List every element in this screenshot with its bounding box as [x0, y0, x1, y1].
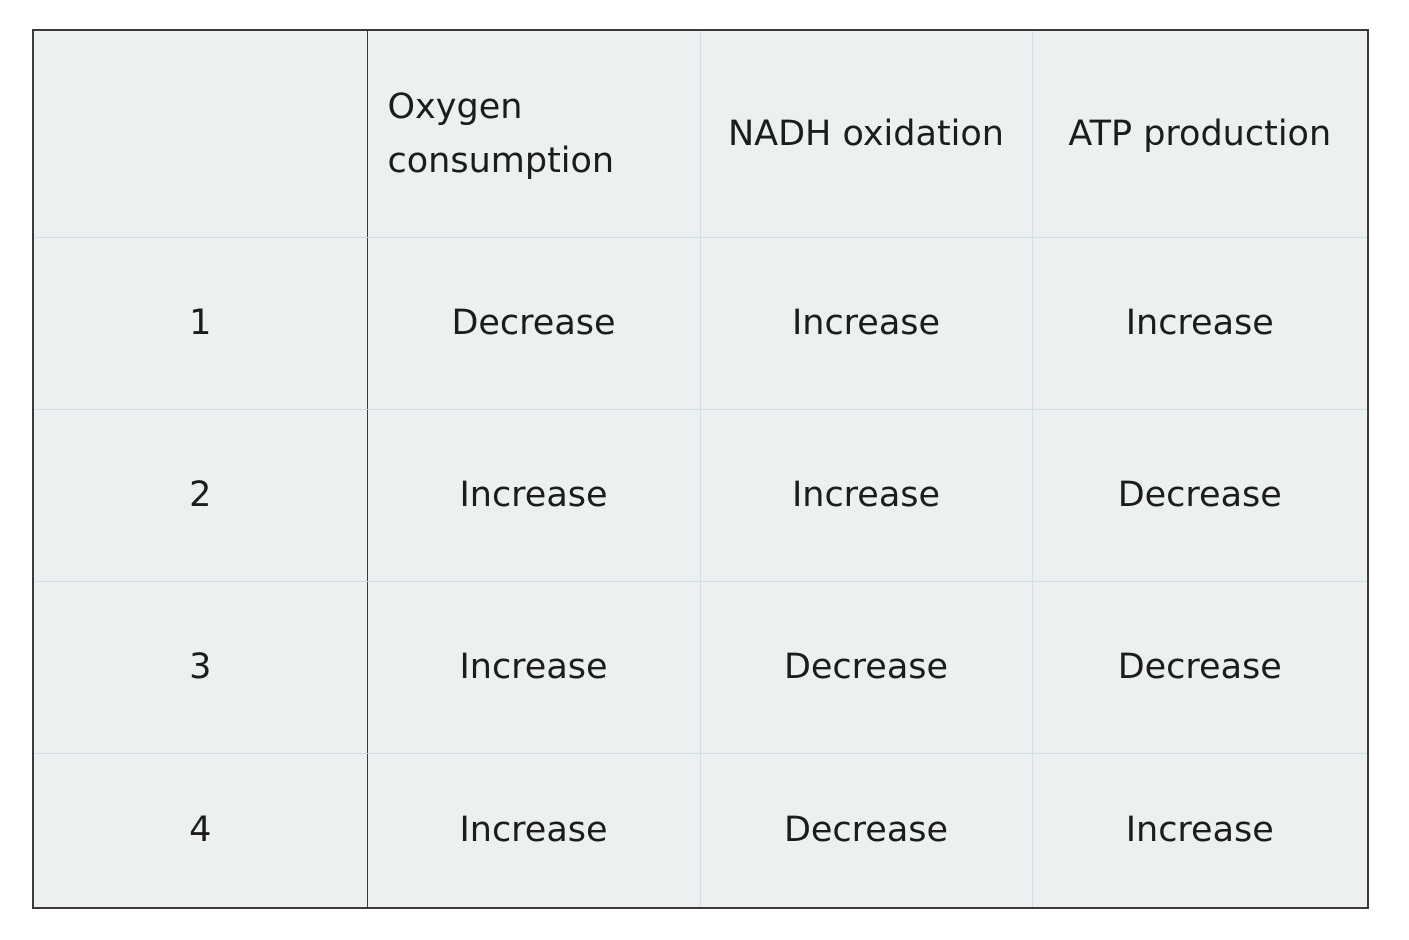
data-table-container: Oxygen consumption NADH oxidation ATP pr… [32, 29, 1369, 909]
cell-atp: Decrease [1031, 408, 1369, 582]
cell-nadh: Increase [699, 408, 1033, 582]
cell-oxygen: Increase [366, 580, 701, 754]
row-label: 1 [32, 236, 368, 410]
header-oxygen-line1: Oxygen [387, 86, 523, 127]
cell-atp: Increase [1031, 236, 1369, 410]
table-row: 3 Increase Decrease Decrease [32, 580, 1369, 754]
cell-oxygen: Increase [366, 408, 701, 582]
cell-nadh: Decrease [699, 580, 1033, 754]
table-row: 4 Increase Decrease Increase [32, 752, 1369, 909]
cell-nadh: Decrease [699, 752, 1033, 909]
header-cell-empty [32, 29, 368, 238]
table-header-row: Oxygen consumption NADH oxidation ATP pr… [32, 29, 1369, 238]
row-label: 3 [32, 580, 368, 754]
header-cell-atp-production: ATP production [1031, 29, 1369, 238]
row-label: 4 [32, 752, 368, 909]
table-row: 1 Decrease Increase Increase [32, 236, 1369, 410]
header-cell-nadh-oxidation: NADH oxidation [699, 29, 1033, 238]
header-oxygen-line2: consumption [387, 140, 615, 181]
results-table: Oxygen consumption NADH oxidation ATP pr… [32, 29, 1369, 909]
table-row: 2 Increase Increase Decrease [32, 408, 1369, 582]
cell-oxygen: Increase [366, 752, 701, 909]
row-label: 2 [32, 408, 368, 582]
cell-nadh: Increase [699, 236, 1033, 410]
cell-atp: Decrease [1031, 580, 1369, 754]
cell-atp: Increase [1031, 752, 1369, 909]
header-cell-oxygen-consumption: Oxygen consumption [366, 29, 701, 238]
cell-oxygen: Decrease [366, 236, 701, 410]
